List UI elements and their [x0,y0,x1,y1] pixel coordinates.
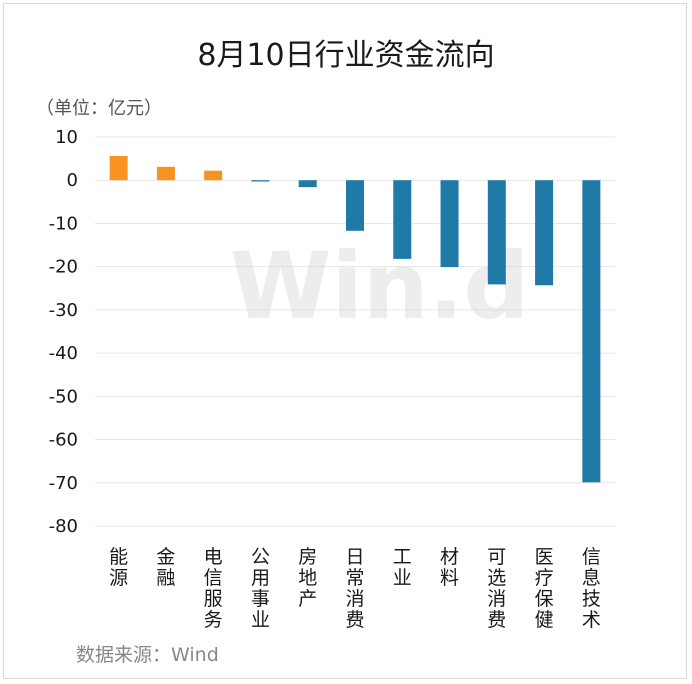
x-category-label: 息 [582,567,601,589]
y-tick-label: 10 [55,127,78,148]
x-category-label: 务 [204,609,223,631]
x-category-label: 选 [487,567,506,589]
x-category-label: 融 [156,567,175,589]
y-tick-label: -30 [49,300,78,321]
chart-title: 8月10日行业资金流向 [197,38,495,73]
x-category-label: 日 [345,546,364,568]
x-category-label: 常 [345,567,364,589]
y-tick-label: -10 [49,213,78,234]
x-category-label: 地 [298,567,317,589]
gridlines [95,136,615,527]
source-label: 数据来源：Wind [76,644,219,666]
x-category-label: 服 [204,588,223,610]
x-category-label: 保 [535,588,554,610]
y-tick-label: -50 [49,386,78,407]
x-category-label: 金 [156,546,175,568]
x-category-label: 费 [345,609,364,631]
bar [204,170,223,181]
bar [440,180,459,268]
x-category-label: 业 [251,609,270,631]
y-tick-label: -60 [49,430,78,451]
x-category-label: 健 [535,609,554,631]
chart-frame [3,3,687,679]
bar [346,180,364,231]
x-category-label: 消 [487,588,506,610]
y-tick-label: -40 [49,343,78,364]
x-category-label: 事 [251,588,270,610]
x-category-label: 信 [204,567,223,589]
x-category-label: 公 [251,546,270,568]
bar [535,180,554,286]
bar [109,156,128,181]
y-tick-label: -80 [49,516,78,537]
bar [582,180,601,483]
bars [109,156,601,483]
x-category-label: 料 [440,567,459,589]
x-category-label: 源 [109,567,128,589]
x-category-label: 费 [487,609,506,631]
x-category-label: 术 [582,609,601,631]
x-category-label: 能 [109,546,128,568]
x-category-label: 疗 [535,567,554,589]
y-tick-label: -20 [49,257,78,278]
x-category-label: 技 [582,588,601,610]
x-category-label: 产 [298,588,317,610]
bar [487,180,506,285]
watermark-logo: Win.d [230,233,529,340]
bar [156,166,175,181]
x-category-label: 医 [535,546,554,568]
x-category-label: 材 [440,546,459,568]
y-axis: 10 0 -10 -20 -30 -40 -50 -60 -70 -80 [49,127,78,537]
x-category-label: 业 [393,567,412,589]
bar [298,180,317,188]
x-category-label: 信 [582,546,601,568]
bar [393,180,412,259]
x-category-label: 可 [487,546,506,568]
unit-label: （单位：亿元） [36,98,162,119]
y-tick-label: -70 [49,473,78,494]
x-category-label: 消 [345,588,364,610]
x-category-label: 房 [298,546,317,568]
y-tick-label: 0 [67,170,78,191]
bar [251,180,270,182]
x-category-label: 用 [251,567,270,589]
x-category-label: 工 [393,546,412,568]
x-category-label: 电 [204,546,223,568]
